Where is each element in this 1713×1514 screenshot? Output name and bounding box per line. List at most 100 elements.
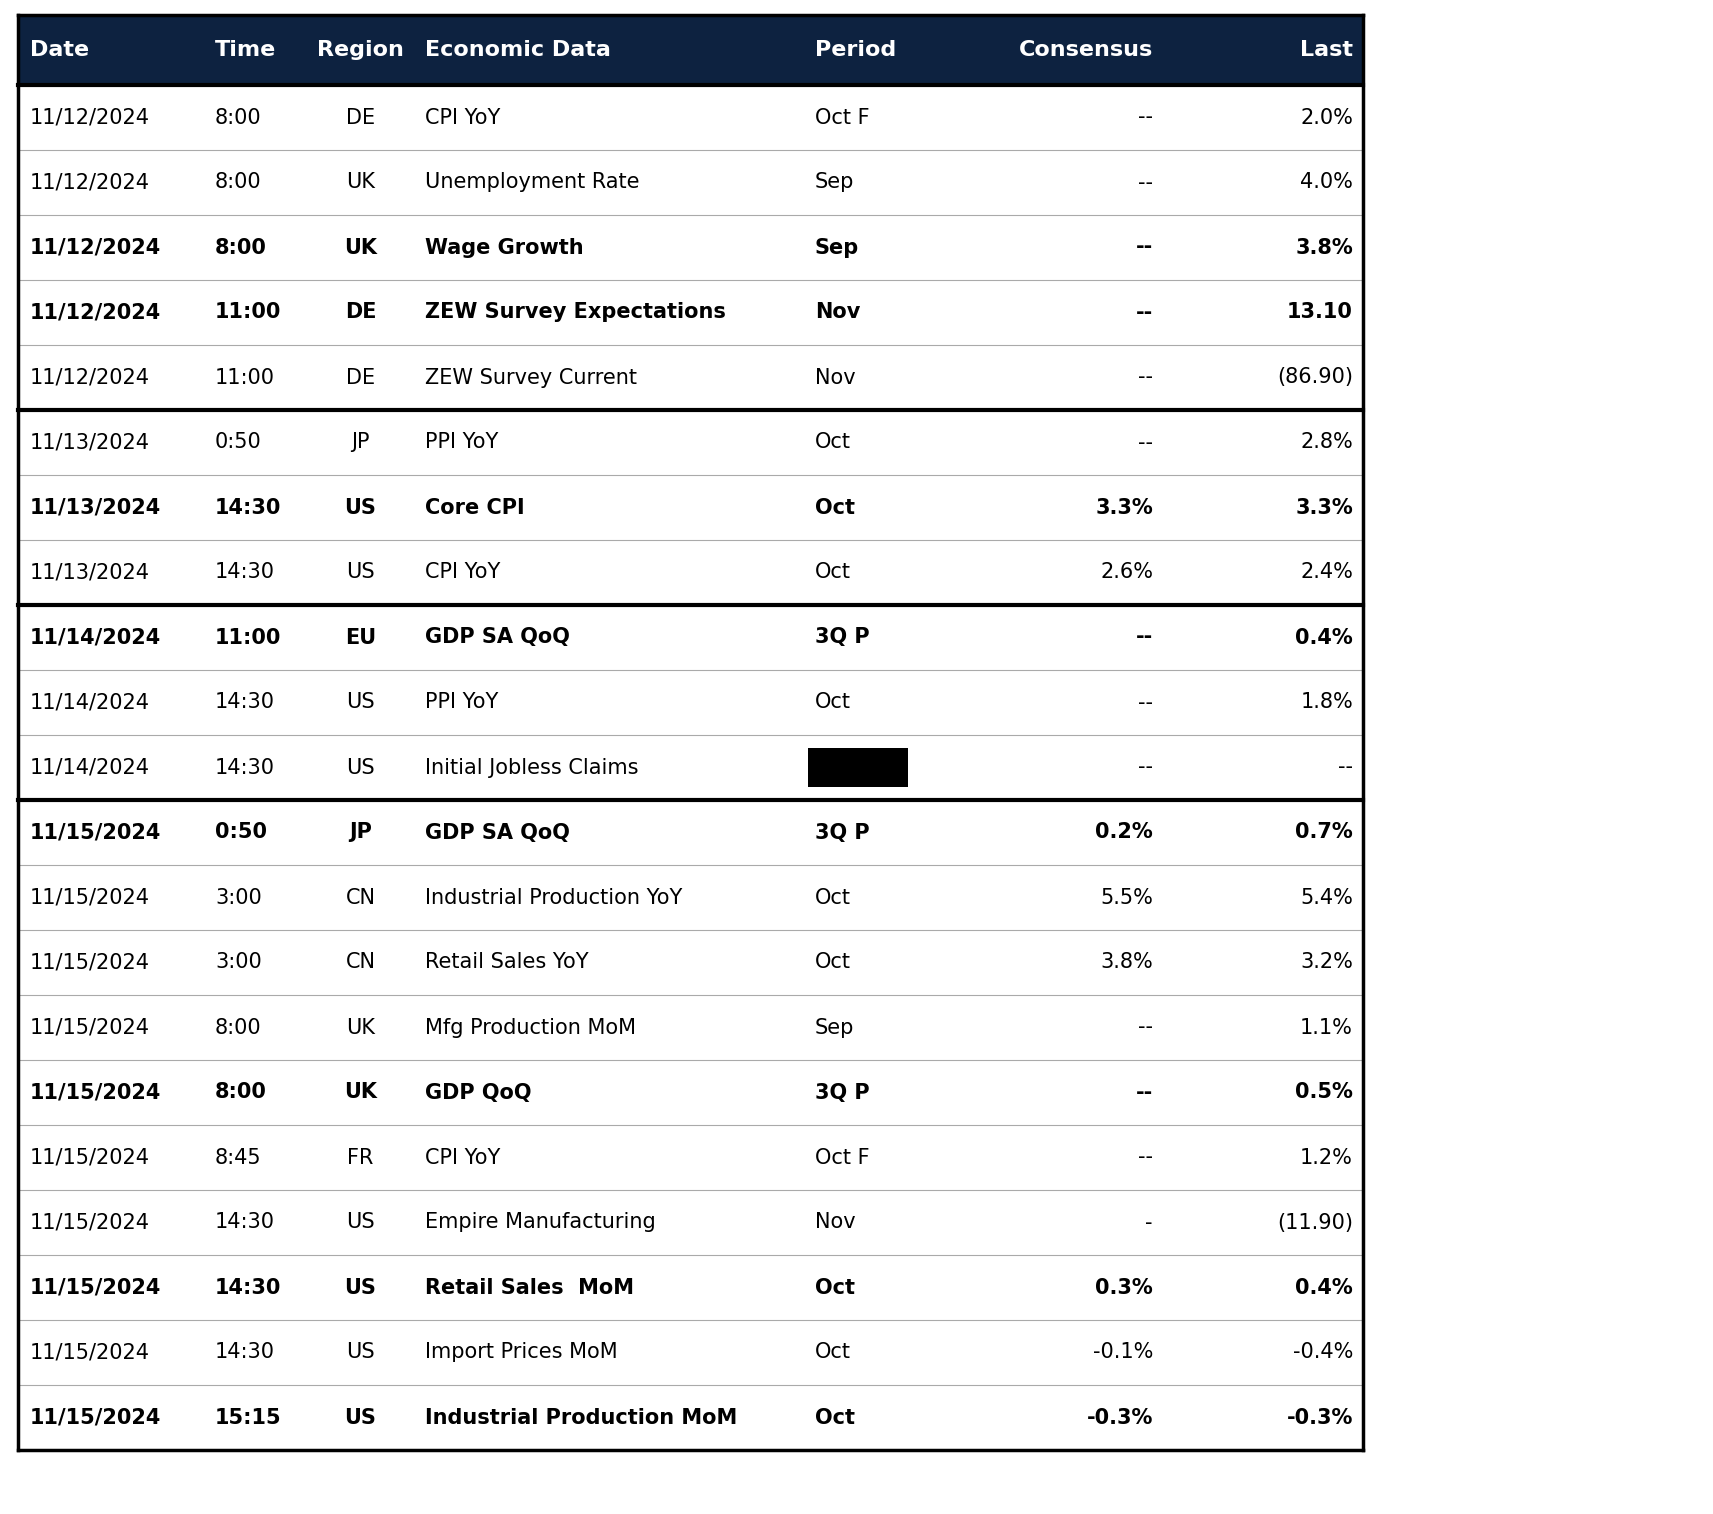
Text: 11/15/2024: 11/15/2024 — [31, 1083, 161, 1102]
Text: Nov: Nov — [815, 303, 860, 322]
Text: 2.6%: 2.6% — [1100, 563, 1153, 583]
Text: --: -- — [1137, 173, 1153, 192]
Text: 4.0%: 4.0% — [1300, 173, 1353, 192]
Text: UK: UK — [344, 1083, 377, 1102]
Text: Unemployment Rate: Unemployment Rate — [425, 173, 639, 192]
Text: --: -- — [1338, 757, 1353, 778]
Text: 3.2%: 3.2% — [1300, 952, 1353, 972]
Text: 11/15/2024: 11/15/2024 — [31, 952, 151, 972]
Text: 0.4%: 0.4% — [1295, 627, 1353, 648]
Text: 3Q P: 3Q P — [815, 1083, 870, 1102]
Text: 3.3%: 3.3% — [1295, 498, 1353, 518]
Text: 0.4%: 0.4% — [1295, 1278, 1353, 1297]
Text: Region: Region — [317, 39, 404, 61]
Text: --: -- — [1136, 303, 1153, 322]
Text: 8:00: 8:00 — [216, 107, 262, 127]
Text: 2.0%: 2.0% — [1300, 107, 1353, 127]
Text: 13.10: 13.10 — [1286, 303, 1353, 322]
Text: US: US — [344, 1408, 377, 1428]
Text: -0.3%: -0.3% — [1286, 1408, 1353, 1428]
Text: 11/13/2024: 11/13/2024 — [31, 498, 161, 518]
Text: Oct: Oct — [815, 563, 851, 583]
Text: JP: JP — [349, 822, 372, 842]
Text: 3:00: 3:00 — [216, 887, 262, 907]
Text: Oct F: Oct F — [815, 1148, 870, 1167]
Text: 11/15/2024: 11/15/2024 — [31, 887, 151, 907]
Text: --: -- — [1136, 627, 1153, 648]
Text: Retail Sales YoY: Retail Sales YoY — [425, 952, 589, 972]
Text: 11:00: 11:00 — [216, 368, 276, 388]
Text: 0:50: 0:50 — [216, 433, 262, 453]
Text: 14:30: 14:30 — [216, 1343, 276, 1363]
Text: UK: UK — [346, 1017, 375, 1037]
Text: 11/14/2024: 11/14/2024 — [31, 692, 151, 713]
Text: 11/12/2024: 11/12/2024 — [31, 238, 161, 257]
Text: Core CPI: Core CPI — [425, 498, 524, 518]
Text: EU: EU — [344, 627, 377, 648]
Text: DE: DE — [346, 107, 375, 127]
Text: Empire Manufacturing: Empire Manufacturing — [425, 1213, 656, 1232]
Text: 11/12/2024: 11/12/2024 — [31, 368, 151, 388]
Text: Time: Time — [216, 39, 276, 61]
Text: 11:00: 11:00 — [216, 303, 281, 322]
Text: 14:30: 14:30 — [216, 757, 276, 778]
Text: Mfg Production MoM: Mfg Production MoM — [425, 1017, 636, 1037]
Text: --: -- — [1137, 1148, 1153, 1167]
Text: --: -- — [1137, 1017, 1153, 1037]
Text: 3Q P: 3Q P — [815, 627, 870, 648]
Text: Retail Sales  MoM: Retail Sales MoM — [425, 1278, 634, 1297]
Text: 11/15/2024: 11/15/2024 — [31, 1148, 151, 1167]
Text: 0.3%: 0.3% — [1095, 1278, 1153, 1297]
Text: 11/15/2024: 11/15/2024 — [31, 1213, 151, 1232]
Text: GDP SA QoQ: GDP SA QoQ — [425, 822, 570, 842]
Text: -0.4%: -0.4% — [1293, 1343, 1353, 1363]
Text: Industrial Production MoM: Industrial Production MoM — [425, 1408, 737, 1428]
Text: 14:30: 14:30 — [216, 498, 281, 518]
Text: --: -- — [1137, 368, 1153, 388]
Text: Date: Date — [31, 39, 89, 61]
Text: -: - — [1146, 1213, 1153, 1232]
Text: 11/15/2024: 11/15/2024 — [31, 822, 161, 842]
Text: FR: FR — [348, 1148, 373, 1167]
Text: (11.90): (11.90) — [1276, 1213, 1353, 1232]
Text: 3.8%: 3.8% — [1295, 238, 1353, 257]
Text: UK: UK — [344, 238, 377, 257]
Text: US: US — [346, 757, 375, 778]
Text: 11/15/2024: 11/15/2024 — [31, 1017, 151, 1037]
Text: 11/12/2024: 11/12/2024 — [31, 173, 151, 192]
Text: 3Q P: 3Q P — [815, 822, 870, 842]
Text: 0.5%: 0.5% — [1295, 1083, 1353, 1102]
Text: Consensus: Consensus — [1019, 39, 1153, 61]
Text: 11/13/2024: 11/13/2024 — [31, 433, 151, 453]
Text: PPI YoY: PPI YoY — [425, 433, 498, 453]
Text: 3.3%: 3.3% — [1095, 498, 1153, 518]
Text: GDP SA QoQ: GDP SA QoQ — [425, 627, 570, 648]
Text: US: US — [346, 563, 375, 583]
Text: Sep: Sep — [815, 173, 855, 192]
Text: 11/14/2024: 11/14/2024 — [31, 627, 161, 648]
Text: 14:30: 14:30 — [216, 1213, 276, 1232]
Text: CN: CN — [346, 887, 375, 907]
Text: DE: DE — [346, 368, 375, 388]
Text: Last: Last — [1300, 39, 1353, 61]
Text: Initial Jobless Claims: Initial Jobless Claims — [425, 757, 639, 778]
Text: ZEW Survey Current: ZEW Survey Current — [425, 368, 637, 388]
Text: CPI YoY: CPI YoY — [425, 563, 500, 583]
Text: 11/15/2024: 11/15/2024 — [31, 1278, 161, 1297]
Text: 11/12/2024: 11/12/2024 — [31, 107, 151, 127]
Text: CPI YoY: CPI YoY — [425, 107, 500, 127]
Text: 8:00: 8:00 — [216, 1083, 267, 1102]
Text: 8:00: 8:00 — [216, 238, 267, 257]
Text: 1.1%: 1.1% — [1300, 1017, 1353, 1037]
Text: US: US — [344, 498, 377, 518]
Text: 0:50: 0:50 — [216, 822, 267, 842]
Text: DE: DE — [344, 303, 377, 322]
Text: Oct: Oct — [815, 692, 851, 713]
Text: Wage Growth: Wage Growth — [425, 238, 584, 257]
Text: -0.3%: -0.3% — [1086, 1408, 1153, 1428]
Text: 0.7%: 0.7% — [1295, 822, 1353, 842]
Text: US: US — [346, 1343, 375, 1363]
Text: 5.5%: 5.5% — [1100, 887, 1153, 907]
Text: 0.2%: 0.2% — [1095, 822, 1153, 842]
Text: Oct: Oct — [815, 433, 851, 453]
